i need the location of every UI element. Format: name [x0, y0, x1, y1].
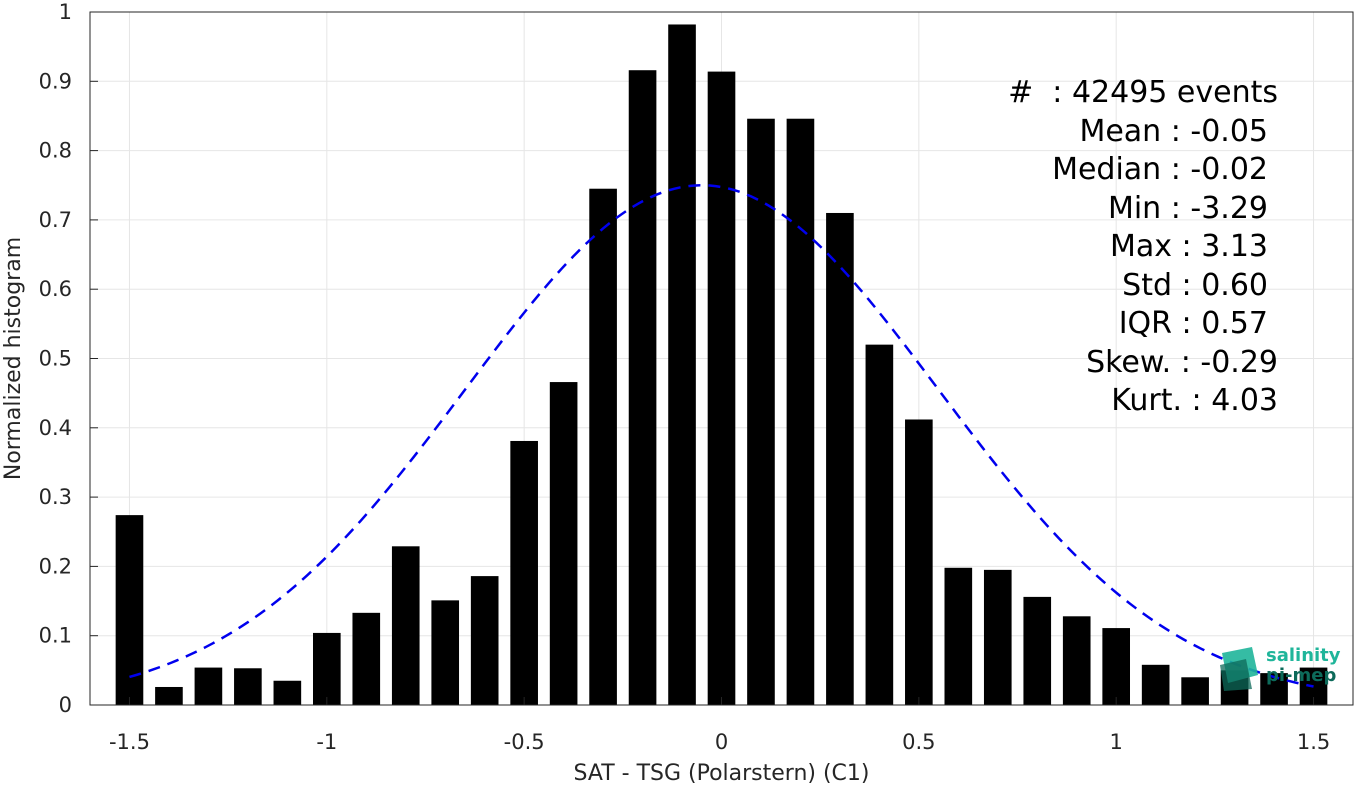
histogram-bar	[391, 546, 420, 705]
gaussian-fit-curve	[129, 184, 1314, 688]
y-tick-label: 0.9	[39, 69, 72, 93]
histogram-bar	[155, 686, 183, 705]
histogram-bar	[905, 419, 933, 705]
histogram-bar	[628, 70, 657, 706]
y-tick-label: 0.1	[39, 624, 72, 648]
x-axis-label: SAT - TSG (Polarstern) (C1)	[573, 761, 869, 785]
y-tick-label: 0.6	[39, 277, 72, 301]
y-tick-label: 0.5	[39, 347, 72, 371]
histogram-bar	[1062, 616, 1091, 705]
stat-iqr: IQR : 0.57	[1118, 306, 1268, 341]
histogram-bar	[1023, 596, 1052, 705]
x-tick-label: -1	[316, 730, 337, 754]
y-tick-label: 0.7	[39, 208, 72, 232]
histogram-bar	[470, 576, 499, 705]
y-tick-label: 1	[59, 0, 72, 24]
histogram-bar	[549, 382, 578, 705]
x-tick-label: 0	[715, 730, 728, 754]
histogram-bar	[273, 680, 302, 705]
histogram-bar	[510, 440, 538, 705]
logo-icon	[1220, 647, 1258, 691]
y-tick-label: 0	[59, 693, 72, 717]
y-tick-label: 0.2	[39, 554, 72, 578]
y-axis-ticks: 0 0.1 0.2 0.3 0.4 0.5 0.6 0.7 0.8 0.9 1	[39, 0, 98, 717]
y-tick-label: 0.8	[39, 139, 72, 163]
logo-text-pimep: pi-mep	[1266, 665, 1337, 686]
x-tick-label: 1	[1110, 730, 1123, 754]
y-tick-label: 0.3	[39, 485, 72, 509]
histogram-bar	[1260, 673, 1288, 705]
x-tick-label: 1.5	[1297, 730, 1330, 754]
stat-min: Min : -3.29	[1107, 190, 1268, 226]
stat-max: Max : 3.13	[1110, 229, 1268, 264]
stat-skew: Skew. : -0.29	[1086, 344, 1278, 380]
x-axis-ticks: -1.5 -1 -0.5 0 0.5 1 1.5	[109, 697, 1330, 754]
salinity-pimep-logo: salinity pi-mep	[1218, 645, 1348, 693]
histogram-bar	[589, 188, 617, 706]
histogram-bar	[668, 24, 696, 706]
histogram-bar	[944, 567, 973, 705]
stat-median: Median : -0.02	[1052, 152, 1268, 187]
histogram-bar	[1102, 628, 1131, 705]
bars	[115, 24, 1328, 706]
histogram-bar	[194, 667, 223, 705]
logo-text-salinity: salinity	[1266, 645, 1341, 666]
stat-mean: Mean : -0.05	[1079, 113, 1268, 149]
histogram-bar	[747, 118, 775, 706]
histogram-bar	[983, 569, 1012, 705]
histogram-bar	[707, 71, 736, 705]
y-tick-label: 0.4	[39, 416, 72, 440]
x-tick-label: -0.5	[504, 730, 545, 754]
histogram-bar	[352, 612, 381, 705]
histogram-bar	[1181, 677, 1209, 705]
stat-kurt: Kurt. : 4.03	[1111, 383, 1278, 418]
histogram-bar	[431, 600, 460, 705]
statistics-annotation: # : 42495 events Mean : -0.05 Median : -…	[1008, 74, 1278, 421]
stat-std: Std : 0.60	[1122, 267, 1268, 303]
y-axis-label: Normalized histogram	[1, 237, 26, 480]
histogram-bar	[786, 118, 815, 706]
histogram-bar	[826, 212, 854, 705]
stat-count: # : 42495 events	[1008, 75, 1278, 110]
histogram-bar	[312, 632, 341, 705]
histogram-bar	[1141, 664, 1170, 705]
histogram-bar	[865, 344, 894, 705]
x-tick-label: 0.5	[902, 730, 935, 754]
x-tick-label: -1.5	[109, 730, 150, 754]
histogram-bar	[234, 668, 262, 705]
